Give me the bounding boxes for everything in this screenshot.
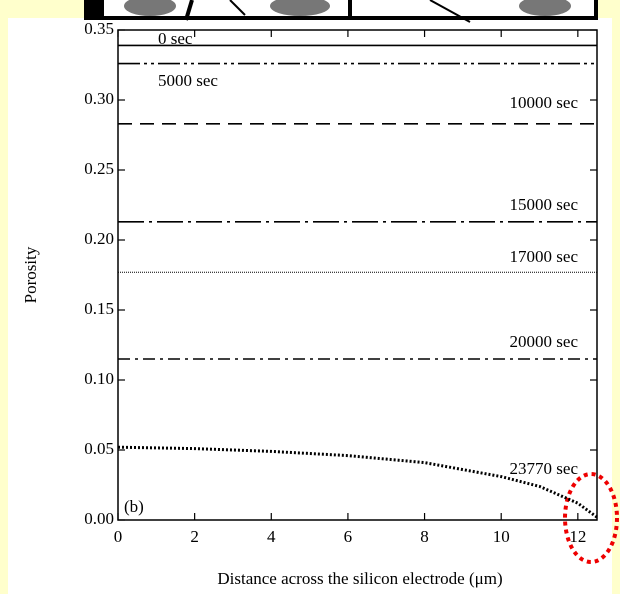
figure-panel <box>8 18 612 594</box>
y-tick-label: 0.30 <box>84 89 114 108</box>
y-tick-label: 0.10 <box>84 369 114 388</box>
series-label: 17000 sec <box>510 247 579 266</box>
x-tick-label: 6 <box>344 527 353 546</box>
y-axis-label: Porosity <box>21 246 40 303</box>
series-label: 23770 sec <box>510 459 579 478</box>
series-label: 0 sec <box>158 29 193 48</box>
y-tick-label: 0.35 <box>84 19 114 38</box>
cropped-figure <box>84 0 598 23</box>
plot-frame <box>117 29 598 521</box>
y-tick-label: 0.00 <box>84 509 114 528</box>
cropped-block <box>84 0 104 18</box>
y-tick-label: 0.25 <box>84 159 114 178</box>
series-label: 5000 sec <box>158 71 218 90</box>
x-tick-label: 4 <box>267 527 276 546</box>
series-label: 10000 sec <box>510 93 579 112</box>
cropped-line <box>229 0 246 16</box>
x-tick-label: 12 <box>569 527 586 546</box>
panel-annotation: (b) <box>124 497 144 516</box>
x-tick-label: 10 <box>493 527 510 546</box>
cropped-blob <box>124 0 176 16</box>
series-line <box>117 445 598 519</box>
x-tick-label: 2 <box>190 527 199 546</box>
x-tick-label: 8 <box>420 527 429 546</box>
cropped-blob <box>519 0 571 16</box>
x-tick-label: 0 <box>114 527 123 546</box>
cropped-line <box>184 0 194 21</box>
y-tick-label: 0.15 <box>84 299 114 318</box>
cropped-blob <box>270 0 330 16</box>
series-label: 15000 sec <box>510 195 579 214</box>
series-label: 20000 sec <box>510 332 579 351</box>
cropped-line <box>429 0 471 23</box>
x-axis-label: Distance across the silicon electrode (μ… <box>217 569 502 588</box>
y-tick-label: 0.20 <box>84 229 114 248</box>
highlight-circle <box>563 472 619 564</box>
y-tick-label: 0.05 <box>84 439 114 458</box>
